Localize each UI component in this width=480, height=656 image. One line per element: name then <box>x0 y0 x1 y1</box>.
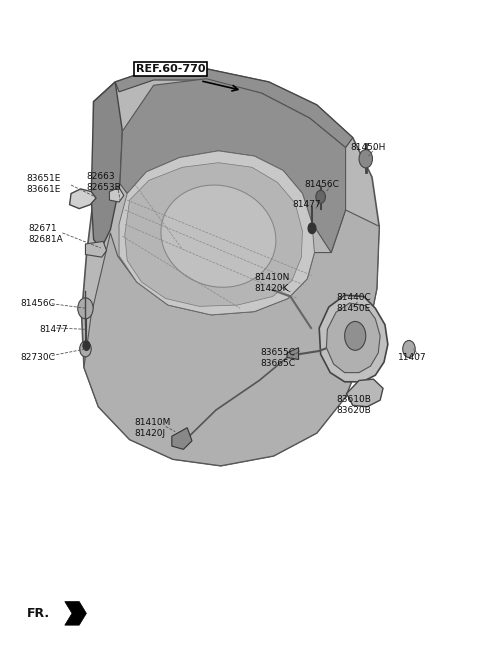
Text: 81440C
81450E: 81440C 81450E <box>336 293 371 313</box>
Circle shape <box>345 321 366 350</box>
Text: FR.: FR. <box>26 607 49 620</box>
Polygon shape <box>287 348 299 359</box>
Polygon shape <box>115 69 353 148</box>
Polygon shape <box>70 189 96 209</box>
Text: REF.60-770: REF.60-770 <box>136 64 205 74</box>
Text: 11407: 11407 <box>398 353 427 362</box>
Polygon shape <box>65 602 86 625</box>
Circle shape <box>78 298 93 319</box>
Text: 82671
82681A: 82671 82681A <box>29 224 63 244</box>
Text: 83655C
83665C: 83655C 83665C <box>261 348 296 368</box>
Ellipse shape <box>161 185 276 287</box>
Circle shape <box>403 340 415 358</box>
Text: 81456C: 81456C <box>305 180 340 190</box>
Polygon shape <box>85 241 107 257</box>
Text: 81477: 81477 <box>293 200 322 209</box>
Text: 81410M
81420J: 81410M 81420J <box>134 418 171 438</box>
Text: 83651E
83661E: 83651E 83661E <box>26 174 61 194</box>
Text: 83610B
83620B: 83610B 83620B <box>336 395 371 415</box>
Text: 82663
82653B: 82663 82653B <box>86 173 121 192</box>
Polygon shape <box>319 295 388 382</box>
Circle shape <box>308 223 316 234</box>
Circle shape <box>316 190 325 203</box>
Circle shape <box>83 341 90 350</box>
Polygon shape <box>84 210 379 466</box>
Polygon shape <box>347 379 383 407</box>
Polygon shape <box>91 82 122 249</box>
Polygon shape <box>82 69 379 466</box>
Text: 81477: 81477 <box>39 325 68 335</box>
Polygon shape <box>172 428 192 449</box>
Polygon shape <box>119 151 314 315</box>
Text: 81410N
81420K: 81410N 81420K <box>254 274 290 293</box>
Polygon shape <box>125 163 302 306</box>
Text: 81450H: 81450H <box>350 143 386 152</box>
Polygon shape <box>326 303 380 373</box>
Circle shape <box>359 150 372 168</box>
Text: 81456C: 81456C <box>20 299 55 308</box>
Polygon shape <box>109 188 124 202</box>
Polygon shape <box>120 79 346 253</box>
Circle shape <box>80 341 91 357</box>
Text: 82730C: 82730C <box>20 353 55 362</box>
